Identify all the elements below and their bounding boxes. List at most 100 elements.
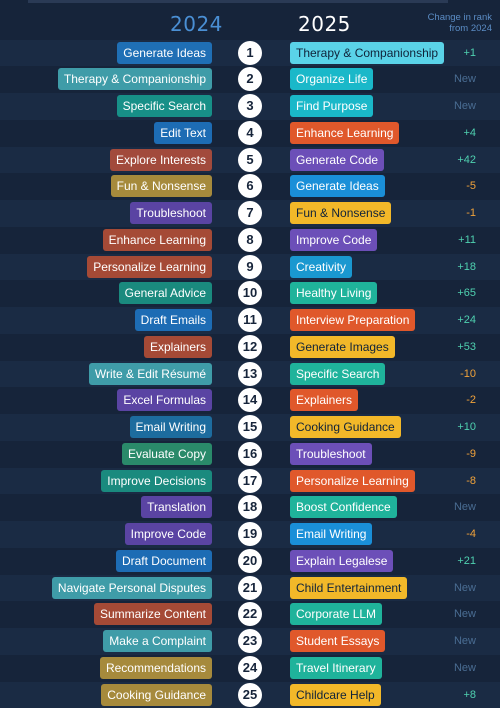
rank-number: 8 xyxy=(238,227,262,252)
rank-number: 17 xyxy=(238,468,262,493)
rank-2024-label: Draft Document xyxy=(115,549,212,572)
rank-2025-label: Generate Code xyxy=(290,148,385,171)
change-heading-line2: from 2024 xyxy=(449,23,492,34)
rank-2025-label: Childcare Help xyxy=(290,683,381,706)
rank-2025-label: Interview Preparation xyxy=(290,309,416,332)
rank-2025-label: Travel Itinerary xyxy=(290,656,382,679)
rank-2024-label: Summarize Content xyxy=(93,603,212,626)
rank-change-value: New xyxy=(453,581,476,594)
table-row: Enhance Learning 8 Improve Code +11 xyxy=(0,226,500,254)
table-row: Draft Emails 11 Interview Preparation +24 xyxy=(0,307,500,334)
table-row: Summarize Content 22 Corporate LLM New xyxy=(0,601,500,629)
table-row: General Advice 10 Healthy Living +65 xyxy=(0,280,500,308)
rank-change-value: +24 xyxy=(457,314,476,327)
rank-2025-label: Email Writing xyxy=(290,523,373,546)
rank-2025-label: Corporate LLM xyxy=(290,603,383,626)
rank-number: 6 xyxy=(238,174,262,199)
rank-2025-label: Find Purpose xyxy=(290,95,374,118)
rank-number: 22 xyxy=(238,602,262,627)
top-divider xyxy=(28,0,448,3)
rank-2025-label: Boost Confidence xyxy=(290,496,397,519)
table-row: Improve Code 19 Email Writing -4 xyxy=(0,521,500,548)
rank-number: 25 xyxy=(238,682,262,707)
rank-2024-label: Cooking Guidance xyxy=(101,683,212,706)
rank-number: 13 xyxy=(238,361,262,386)
table-row: Explainers 12 Generate Images +53 xyxy=(0,333,500,361)
rank-change-value: +11 xyxy=(458,233,476,246)
rank-2024-label: Improve Code xyxy=(124,523,212,546)
year-2024-heading: 2024 xyxy=(170,12,223,36)
table-row: Specific Search 3 Find Purpose New xyxy=(0,93,500,120)
rank-change-value: New xyxy=(453,100,476,113)
rank-2024-label: Therapy & Companionship xyxy=(57,68,212,91)
rank-number: 16 xyxy=(238,441,262,466)
rank-change-value: -5 xyxy=(466,180,476,193)
rank-number: 18 xyxy=(238,495,262,520)
rank-number: 15 xyxy=(238,415,262,440)
rank-2025-label: Student Essays xyxy=(290,630,386,653)
table-row: Cooking Guidance 25 Childcare Help +8 xyxy=(0,681,500,708)
rank-change-value: +8 xyxy=(463,688,476,701)
rank-2025-label: Healthy Living xyxy=(290,282,378,305)
rank-change-value: -8 xyxy=(466,474,476,487)
rank-2025-label: Generate Ideas xyxy=(290,175,385,198)
rank-number: 5 xyxy=(238,147,262,172)
rank-change-value: +65 xyxy=(457,287,476,300)
rank-2025-label: Improve Code xyxy=(290,228,378,251)
rank-2024-label: Email Writing xyxy=(129,416,212,439)
rank-number: 3 xyxy=(238,94,262,119)
change-column-heading: Change in rank from 2024 xyxy=(382,12,492,34)
rank-2025-label: Child Entertainment xyxy=(290,576,408,599)
table-row: Fun & Nonsense 6 Generate Ideas -5 xyxy=(0,173,500,201)
rank-2024-label: Explore Interests xyxy=(109,148,212,171)
rank-2024-label: Recommendations xyxy=(99,656,212,679)
rank-2024-label: Troubleshoot xyxy=(130,202,212,225)
rank-2025-label: Troubleshoot xyxy=(290,442,372,465)
rank-change-value: -10 xyxy=(460,367,476,380)
rank-2025-label: Personalize Learning xyxy=(290,469,415,492)
table-row: Translation 18 Boost Confidence New xyxy=(0,494,500,522)
rank-2025-label: Specific Search xyxy=(290,362,386,385)
rank-2024-label: Translation xyxy=(141,496,212,519)
rank-2025-label: Therapy & Companionship xyxy=(290,41,445,64)
rank-change-value: +1 xyxy=(463,46,476,59)
table-row: Improve Decisions 17 Personalize Learning -… xyxy=(0,467,500,495)
rank-number: 9 xyxy=(238,254,262,279)
table-row: Generate Ideas 1 Therapy & Companionship +1 xyxy=(0,39,500,67)
rank-2024-label: Excel Formulas xyxy=(117,389,212,412)
rank-2025-label: Explain Legalese xyxy=(290,549,394,572)
rank-change-value: +18 xyxy=(457,260,476,273)
rank-2024-label: Enhance Learning xyxy=(102,228,212,251)
rank-2024-label: Improve Decisions xyxy=(101,469,212,492)
rank-2025-label: Explainers xyxy=(290,389,359,412)
rank-number: 7 xyxy=(238,201,262,226)
rank-2024-label: Generate Ideas xyxy=(117,41,212,64)
rank-number: 2 xyxy=(238,67,262,92)
rank-number: 11 xyxy=(238,308,262,333)
table-row: Navigate Personal Disputes 21 Child Entert… xyxy=(0,574,500,602)
table-row: Explore Interests 5 Generate Code +42 xyxy=(0,146,500,174)
rank-2024-label: Evaluate Copy xyxy=(121,442,212,465)
rank-2024-label: Draft Emails xyxy=(134,309,212,332)
year-2025-heading: 2025 xyxy=(298,12,351,36)
rank-2024-label: Fun & Nonsense xyxy=(110,175,212,198)
rank-number: 24 xyxy=(238,655,262,680)
rank-change-value: +53 xyxy=(457,340,476,353)
table-row: Personalize Learning 9 Creativity +18 xyxy=(0,253,500,281)
table-row: Draft Document 20 Explain Legalese +21 xyxy=(0,547,500,575)
rank-2024-label: Navigate Personal Disputes xyxy=(51,576,212,599)
table-row: Troubleshoot 7 Fun & Nonsense -1 xyxy=(0,200,500,227)
rank-2025-label: Cooking Guidance xyxy=(290,416,401,439)
rank-change-value: +10 xyxy=(457,421,476,434)
rank-number: 20 xyxy=(238,548,262,573)
rank-number: 19 xyxy=(238,522,262,547)
rank-change-value: -4 xyxy=(466,528,476,541)
rank-number: 12 xyxy=(238,334,262,359)
table-row: Edit Text 4 Enhance Learning +4 xyxy=(0,119,500,147)
table-row: Excel Formulas 14 Explainers -2 xyxy=(0,387,500,415)
change-heading-line1: Change in rank xyxy=(427,12,492,23)
rank-change-value: +21 xyxy=(457,554,476,567)
rank-2025-label: Fun & Nonsense xyxy=(290,202,392,225)
rank-change-value: +4 xyxy=(463,126,476,139)
